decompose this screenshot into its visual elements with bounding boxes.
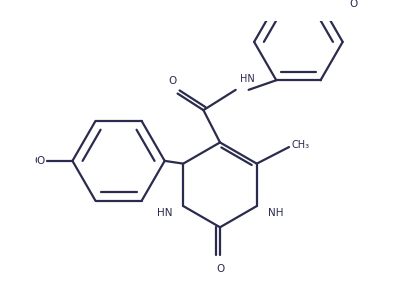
Text: O: O xyxy=(169,76,177,86)
Text: HN: HN xyxy=(157,208,172,218)
Text: CH₃: CH₃ xyxy=(292,140,310,150)
Text: NH: NH xyxy=(268,208,283,218)
Text: O: O xyxy=(216,264,224,274)
Text: O: O xyxy=(349,0,357,9)
Text: O: O xyxy=(35,156,43,166)
Text: O: O xyxy=(37,156,45,166)
Text: HN: HN xyxy=(240,74,255,84)
